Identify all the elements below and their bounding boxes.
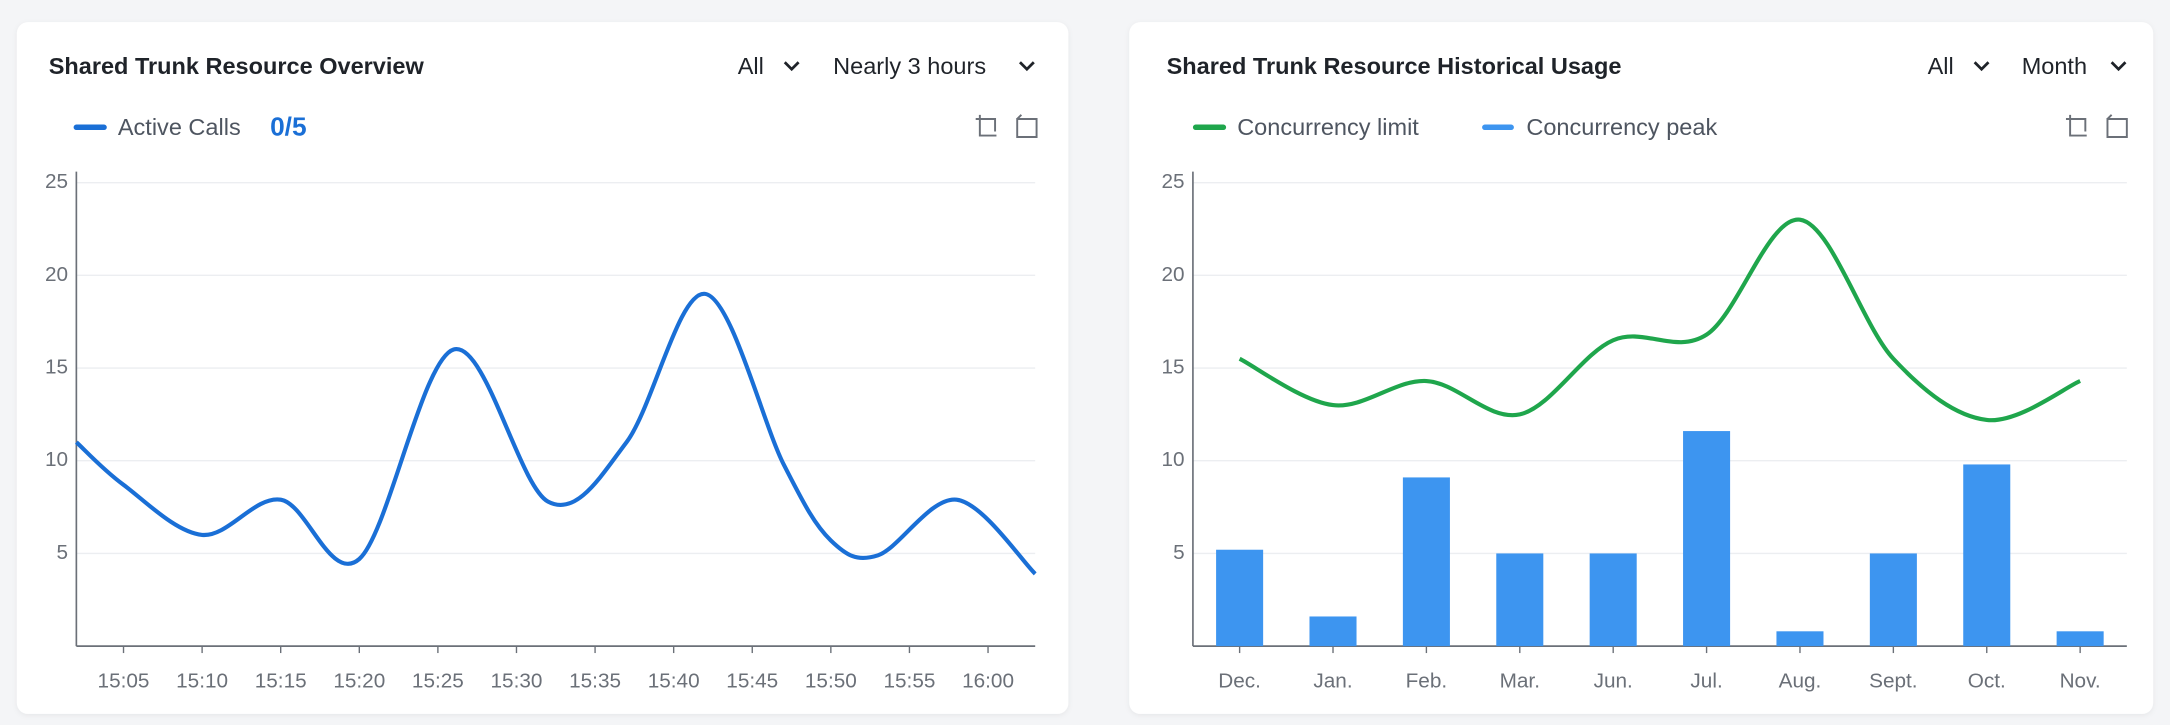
filter-label: All xyxy=(1928,53,1954,79)
x-tick-label: 15:15 xyxy=(255,670,307,693)
x-tick-label: Mar. xyxy=(1500,670,1540,693)
y-tick-label: 25 xyxy=(1162,170,1185,193)
legend-label: Concurrency limit xyxy=(1237,114,1419,140)
x-tick-label: 15:10 xyxy=(176,670,228,693)
y-tick-label: 15 xyxy=(45,356,68,379)
plots: 5 10 15 20 25 15:05 15:10 15:15 15:20 15:25 15:30 1… xyxy=(45,170,2127,693)
card-title: Shared Trunk Resource Overview xyxy=(49,53,425,79)
current-value: 0/5 xyxy=(270,112,307,142)
bar xyxy=(1216,549,1264,647)
reset-icon[interactable] xyxy=(1016,114,1038,138)
line-series xyxy=(74,291,1037,576)
bar xyxy=(1776,631,1824,647)
bar xyxy=(1496,553,1544,647)
filter-label: Nearly 3 hours xyxy=(833,53,986,79)
reset-icon[interactable] xyxy=(2106,114,2128,138)
filter-label: All xyxy=(738,53,764,79)
legend-label: Concurrency peak xyxy=(1526,114,1717,140)
chevron xyxy=(2110,61,2127,72)
x-tick-label: Feb. xyxy=(1406,670,1448,693)
toolbar xyxy=(2065,114,2128,138)
x-tick-label: 15:05 xyxy=(98,670,150,693)
x-tick-label: Oct. xyxy=(1968,670,2006,693)
bar xyxy=(1402,477,1450,647)
y-tick-label: 20 xyxy=(45,263,68,286)
legend-label: Active Calls xyxy=(118,114,241,140)
filter-dropdown[interactable]: Month xyxy=(2022,53,2127,79)
x-tick-label: 15:30 xyxy=(491,670,543,693)
toolbar xyxy=(975,114,1038,138)
filter-dropdown[interactable]: All xyxy=(738,53,800,79)
y-tick-label: 25 xyxy=(45,170,68,193)
filter-dropdown[interactable]: All xyxy=(1928,53,1990,79)
x-tick-label: 15:20 xyxy=(333,670,385,693)
x-tick-label: 16:00 xyxy=(962,670,1014,693)
y-tick-label: 15 xyxy=(1162,356,1185,379)
x-tick-label: Aug. xyxy=(1779,670,1822,693)
chevron xyxy=(1973,61,1990,72)
y-tick-label: 5 xyxy=(1173,541,1185,564)
zoom-icon[interactable] xyxy=(2065,114,2087,137)
x-tick-label: 15:55 xyxy=(883,670,935,693)
x-tick-label: Nov. xyxy=(2060,670,2101,693)
chevron xyxy=(783,61,800,72)
filter-label: Month xyxy=(2022,53,2087,79)
card-title: Shared Trunk Resource Historical Usage xyxy=(1167,53,1622,79)
filter-dropdown[interactable]: Nearly 3 hours xyxy=(833,53,1035,79)
bar xyxy=(1963,464,2011,647)
bar xyxy=(1869,553,1917,647)
x-tick-label: 15:40 xyxy=(648,670,700,693)
chevron xyxy=(1018,61,1035,72)
bar xyxy=(1589,553,1637,647)
x-tick-label: Dec. xyxy=(1218,670,1261,693)
zoom-icon[interactable] xyxy=(975,114,997,137)
bar xyxy=(1309,616,1357,647)
y-tick-label: 20 xyxy=(1162,263,1185,286)
x-tick-label: Jan. xyxy=(1313,670,1352,693)
bar xyxy=(2056,631,2104,647)
x-tick-label: 15:25 xyxy=(412,670,464,693)
y-tick-label: 5 xyxy=(57,541,69,564)
line-series xyxy=(1238,217,2082,423)
bar xyxy=(1683,431,1731,647)
x-tick-label: Jun. xyxy=(1594,670,1633,693)
x-tick-label: 15:45 xyxy=(726,670,778,693)
y-tick-label: 10 xyxy=(1162,448,1185,471)
x-tick-label: Sept. xyxy=(1869,670,1917,693)
y-tick-label: 10 xyxy=(45,448,68,471)
x-tick-label: 15:35 xyxy=(569,670,621,693)
x-tick-label: 15:50 xyxy=(805,670,857,693)
x-tick-label: Jul. xyxy=(1690,670,1722,693)
